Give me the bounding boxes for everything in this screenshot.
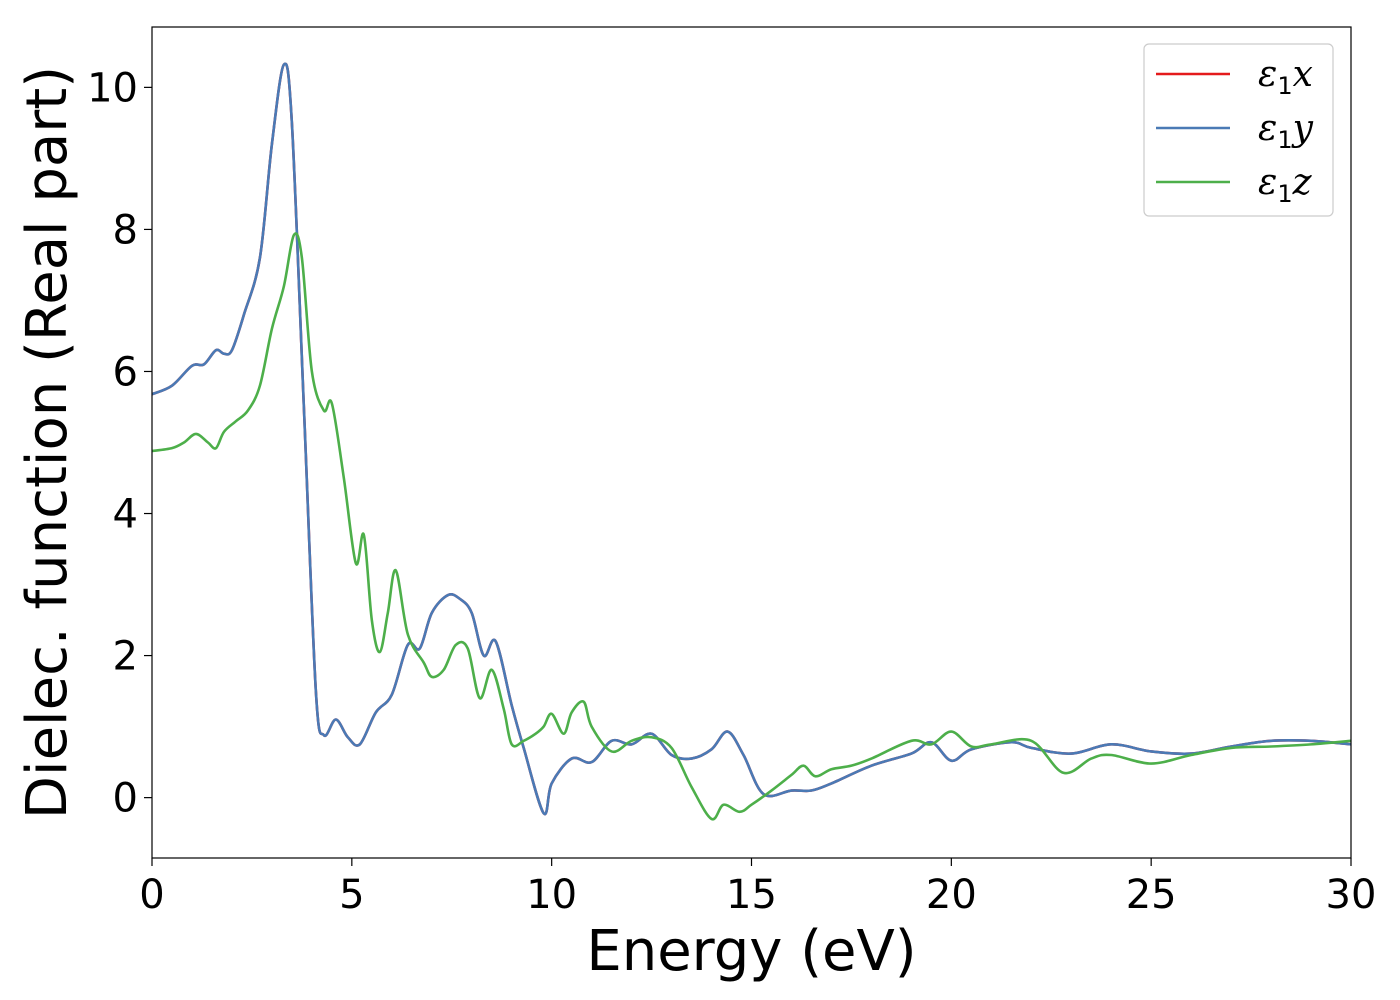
x-tick-label: 0 xyxy=(139,872,164,918)
series-line-y xyxy=(152,62,1351,816)
series-line-z xyxy=(152,232,1351,821)
y-tick-label: 6 xyxy=(113,349,138,395)
x-axis-title: Energy (eV) xyxy=(586,919,916,984)
x-tick-label: 10 xyxy=(526,872,577,918)
x-tick-label: 15 xyxy=(726,872,777,918)
x-axis-ticks: 0 5 10 15 20 25 30 xyxy=(139,858,1376,918)
y-tick-label: 8 xyxy=(113,207,138,253)
legend-label-x: ε1x xyxy=(1258,54,1313,100)
legend-label-y: ε1y xyxy=(1258,108,1314,154)
x-tick-label: 30 xyxy=(1326,872,1377,918)
series-layer xyxy=(152,62,1351,821)
x-tick-label: 5 xyxy=(339,872,364,918)
legend: ε1x ε1y ε1z xyxy=(1143,43,1334,217)
legend-label-z: ε1z xyxy=(1258,162,1313,208)
legend-box xyxy=(1143,43,1334,217)
y-axis-title: Dielec. function (Real part) xyxy=(15,66,80,819)
y-tick-label: 4 xyxy=(113,492,138,538)
y-axis-ticks: 0 2 4 6 8 10 xyxy=(87,65,152,822)
x-tick-label: 20 xyxy=(926,872,977,918)
x-tick-label: 25 xyxy=(1126,872,1177,918)
y-tick-label: 2 xyxy=(113,634,138,680)
y-tick-label: 10 xyxy=(87,65,138,111)
y-tick-label: 0 xyxy=(113,776,138,822)
